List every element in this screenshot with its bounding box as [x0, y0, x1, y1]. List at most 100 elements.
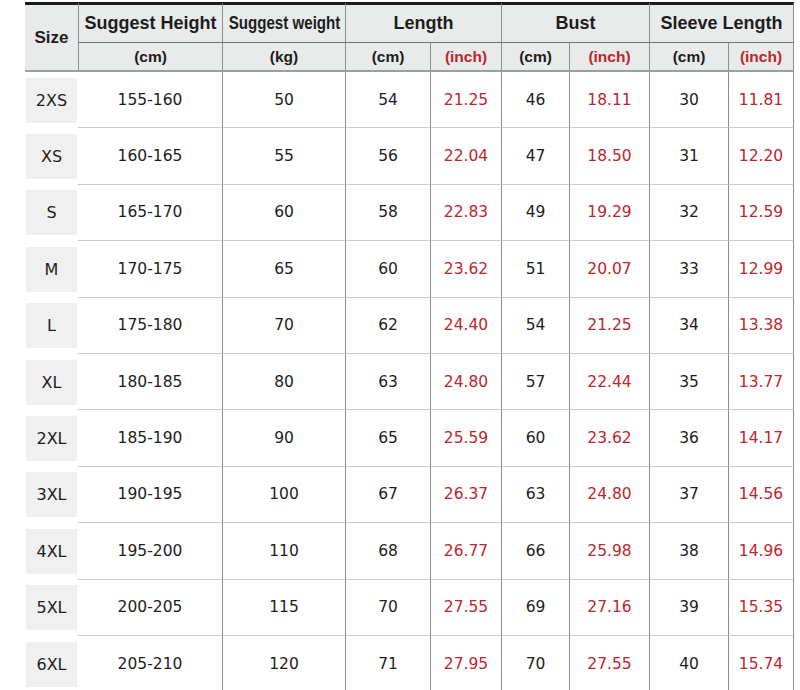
cell-m-sleeve_inch: 12.99 [728, 241, 794, 297]
cell-m-height_cm: 170-175 [78, 241, 222, 297]
cell-4xl-height_cm: 195-200 [78, 523, 222, 579]
cell-l-bust_cm: 54 [501, 298, 569, 354]
cell-m-bust_inch: 20.07 [569, 241, 649, 297]
size-label-xl: XL [26, 360, 77, 405]
cell-3xl-length_cm: 67 [345, 467, 430, 523]
cell-xs-size: XS [25, 128, 78, 184]
header-length: Length [345, 2, 501, 43]
cell-xl-weight_kg: 80 [222, 354, 345, 410]
cell-xl-size: XL [25, 354, 78, 410]
cell-m-weight_kg: 65 [222, 241, 345, 297]
cell-2xl-length_cm: 65 [345, 410, 430, 466]
cell-l-height_cm: 175-180 [78, 298, 222, 354]
cell-l-length_inch: 24.40 [430, 298, 501, 354]
cell-3xl-weight_kg: 100 [222, 467, 345, 523]
cell-m-bust_cm: 51 [501, 241, 569, 297]
cell-m-length_cm: 60 [345, 241, 430, 297]
cell-s-sleeve_inch: 12.59 [728, 185, 794, 241]
cell-6xl-length_inch: 27.95 [430, 636, 501, 690]
cell-2xs-sleeve_inch: 11.81 [728, 72, 794, 128]
cell-2xs-bust_inch: 18.11 [569, 72, 649, 128]
cell-s-length_inch: 22.83 [430, 185, 501, 241]
header-suggest-weight-label: Suggest weight [228, 13, 340, 34]
cell-5xl-size: 5XL [25, 580, 78, 636]
cell-s-sleeve_cm: 32 [649, 185, 728, 241]
cell-2xs-bust_cm: 46 [501, 72, 569, 128]
cell-l-sleeve_inch: 13.38 [728, 298, 794, 354]
header-suggest-height: Suggest Height [78, 2, 222, 43]
cell-3xl-bust_inch: 24.80 [569, 467, 649, 523]
cell-3xl-height_cm: 190-195 [78, 467, 222, 523]
cell-2xs-weight_kg: 50 [222, 72, 345, 128]
cell-5xl-length_cm: 70 [345, 580, 430, 636]
unit-height-cm: (cm) [78, 43, 222, 72]
cell-5xl-bust_cm: 69 [501, 580, 569, 636]
size-chart-table: Size Suggest Height Suggest weight Lengt… [25, 2, 794, 690]
cell-3xl-length_inch: 26.37 [430, 467, 501, 523]
size-label-m: M [26, 247, 77, 292]
size-label-5xl: 5XL [26, 585, 77, 630]
size-label-6xl: 6XL [26, 642, 77, 687]
cell-xl-length_cm: 63 [345, 354, 430, 410]
cell-4xl-size: 4XL [25, 523, 78, 579]
cell-s-length_cm: 58 [345, 185, 430, 241]
cell-5xl-length_inch: 27.55 [430, 580, 501, 636]
size-label-l: L [26, 303, 77, 348]
cell-xs-sleeve_inch: 12.20 [728, 128, 794, 184]
cell-m-sleeve_cm: 33 [649, 241, 728, 297]
cell-4xl-length_cm: 68 [345, 523, 430, 579]
cell-2xs-length_inch: 21.25 [430, 72, 501, 128]
cell-2xs-size: 2XS [25, 72, 78, 128]
size-label-xs: XS [26, 134, 77, 179]
cell-xl-sleeve_inch: 13.77 [728, 354, 794, 410]
cell-2xl-length_inch: 25.59 [430, 410, 501, 466]
cell-4xl-sleeve_inch: 14.96 [728, 523, 794, 579]
cell-3xl-sleeve_cm: 37 [649, 467, 728, 523]
cell-xs-sleeve_cm: 31 [649, 128, 728, 184]
unit-sleeve-cm: (cm) [649, 43, 728, 72]
cell-4xl-length_inch: 26.77 [430, 523, 501, 579]
cell-6xl-size: 6XL [25, 636, 78, 690]
cell-6xl-length_cm: 71 [345, 636, 430, 690]
unit-bust-cm: (cm) [501, 43, 569, 72]
cell-2xs-sleeve_cm: 30 [649, 72, 728, 128]
cell-2xs-length_cm: 54 [345, 72, 430, 128]
cell-2xl-bust_inch: 23.62 [569, 410, 649, 466]
unit-sleeve-inch: (inch) [728, 43, 794, 72]
cell-m-size: M [25, 241, 78, 297]
cell-xs-bust_cm: 47 [501, 128, 569, 184]
cell-xs-weight_kg: 55 [222, 128, 345, 184]
cell-6xl-bust_inch: 27.55 [569, 636, 649, 690]
unit-weight-kg: (kg) [222, 43, 345, 72]
cell-s-height_cm: 165-170 [78, 185, 222, 241]
cell-xs-height_cm: 160-165 [78, 128, 222, 184]
cell-4xl-bust_inch: 25.98 [569, 523, 649, 579]
cell-xs-length_inch: 22.04 [430, 128, 501, 184]
cell-xl-bust_cm: 57 [501, 354, 569, 410]
cell-6xl-sleeve_inch: 15.74 [728, 636, 794, 690]
size-chart-image: Size Suggest Height Suggest weight Lengt… [0, 0, 800, 690]
unit-length-inch: (inch) [430, 43, 501, 72]
cell-s-bust_cm: 49 [501, 185, 569, 241]
cell-3xl-sleeve_inch: 14.56 [728, 467, 794, 523]
header-size: Size [25, 2, 78, 72]
cell-l-weight_kg: 70 [222, 298, 345, 354]
cell-xs-bust_inch: 18.50 [569, 128, 649, 184]
header-suggest-weight: Suggest weight [222, 2, 345, 43]
cell-2xs-height_cm: 155-160 [78, 72, 222, 128]
cell-l-size: L [25, 298, 78, 354]
cell-l-sleeve_cm: 34 [649, 298, 728, 354]
cell-xl-length_inch: 24.80 [430, 354, 501, 410]
cell-5xl-weight_kg: 115 [222, 580, 345, 636]
cell-l-length_cm: 62 [345, 298, 430, 354]
cell-2xl-weight_kg: 90 [222, 410, 345, 466]
unit-length-cm: (cm) [345, 43, 430, 72]
cell-4xl-sleeve_cm: 38 [649, 523, 728, 579]
size-label-2xs: 2XS [26, 78, 77, 123]
cell-2xl-height_cm: 185-190 [78, 410, 222, 466]
cell-2xl-sleeve_cm: 36 [649, 410, 728, 466]
cell-6xl-bust_cm: 70 [501, 636, 569, 690]
size-label-4xl: 4XL [26, 529, 77, 574]
cell-5xl-height_cm: 200-205 [78, 580, 222, 636]
cell-5xl-sleeve_inch: 15.35 [728, 580, 794, 636]
